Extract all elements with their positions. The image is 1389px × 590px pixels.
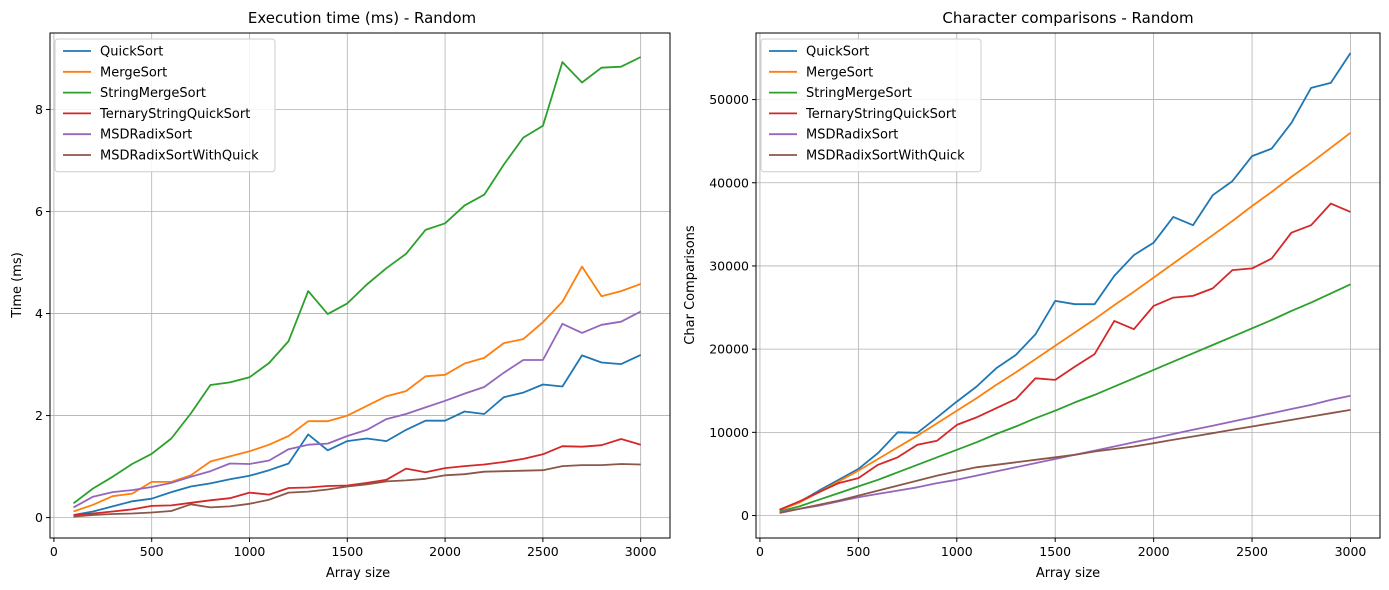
series-line-QuickSort	[779, 52, 1352, 511]
x-tick-label: 2000	[429, 544, 461, 559]
y-tick-label: 8	[35, 102, 43, 117]
plot-area: 0 500 1000 1500 2000 2500 3000 0 2 4 6 8 QuickSort Me…	[35, 32, 671, 559]
series-line-MSDRadixSortWithQuick	[73, 463, 641, 518]
legend-label: MergeSort	[100, 65, 167, 80]
y-tick-label: 6	[35, 204, 43, 219]
legend-label: MergeSort	[806, 65, 873, 80]
legend-label: StringMergeSort	[806, 86, 912, 101]
legend-label: TernaryStringQuickSort	[99, 107, 250, 122]
x-axis-label: Array size	[326, 566, 390, 581]
series-line-MergeSort	[779, 132, 1352, 511]
legend-label: StringMergeSort	[100, 86, 206, 101]
y-axis-label: Time (ms)	[10, 252, 25, 319]
x-tick-label: 2000	[1138, 544, 1170, 559]
y-axis-label: Char Comparisons	[683, 225, 698, 345]
x-tick-label: 1500	[331, 544, 363, 559]
series-line-QuickSort	[73, 354, 642, 516]
y-tick-label: 2	[35, 408, 43, 423]
y-tick-label: 50000	[709, 92, 749, 107]
chart-execution-time: Execution time (ms) - Random Array size …	[10, 9, 671, 581]
x-tick-label: 0	[756, 544, 764, 559]
plot-area: 0 500 1000 1500 2000 2500 30000100002000030000…	[709, 32, 1381, 559]
legend-label: MSDRadixSort	[100, 128, 192, 143]
y-tick-label: 40000	[709, 175, 749, 190]
series-line-TernaryStringQuickSort	[73, 438, 641, 516]
x-tick-label: 3000	[1335, 544, 1367, 559]
x-tick-label: 1000	[941, 544, 973, 559]
y-tick-label: 20000	[709, 342, 749, 357]
legend-label: MSDRadixSortWithQuick	[806, 149, 965, 164]
legend-label: TernaryStringQuickSort	[805, 107, 956, 122]
x-tick-label: 1000	[234, 544, 266, 559]
x-tick-label: 500	[140, 544, 164, 559]
legend-box	[760, 38, 982, 173]
x-tick-label: 2500	[527, 544, 559, 559]
legend-label: QuickSort	[806, 45, 869, 60]
x-tick-label: 1500	[1039, 544, 1071, 559]
x-tick-label: 0	[50, 544, 58, 559]
legend-box	[54, 38, 276, 173]
series-line-TernaryStringQuickSort	[779, 202, 1351, 511]
series-line-MSDRadixSort	[73, 310, 642, 509]
x-axis-label: Array size	[1036, 566, 1100, 581]
series-line-MSDRadixSortWithQuick	[779, 409, 1351, 514]
chart-title: Character comparisons - Random	[942, 9, 1193, 27]
y-tick-label: 10000	[709, 425, 749, 440]
chart-character-comparisons: Character comparisons - Random Array siz…	[683, 9, 1381, 581]
legend: QuickSort MergeSort StringMergeSort Ternary…	[54, 38, 276, 173]
legend-label: QuickSort	[100, 45, 163, 60]
y-tick-label: 0	[35, 510, 43, 525]
series-line-MergeSort	[73, 265, 642, 513]
y-tick-label: 4	[35, 306, 43, 321]
y-tick-label: 0	[741, 508, 749, 523]
y-tick-label: 30000	[709, 258, 749, 273]
chart-title: Execution time (ms) - Random	[248, 9, 476, 27]
plot-frame	[49, 32, 671, 539]
series-line-StringMergeSort	[72, 56, 642, 505]
x-tick-label: 2500	[1236, 544, 1268, 559]
plot-frame	[755, 32, 1381, 539]
x-tick-label: 500	[846, 544, 870, 559]
legend-label: MSDRadixSort	[806, 128, 898, 143]
x-tick-label: 3000	[625, 544, 657, 559]
series-line-StringMergeSort	[779, 283, 1351, 513]
legend-label: MSDRadixSortWithQuick	[100, 149, 259, 164]
legend: QuickSort MergeSort StringMergeSort Ternary…	[760, 38, 982, 173]
